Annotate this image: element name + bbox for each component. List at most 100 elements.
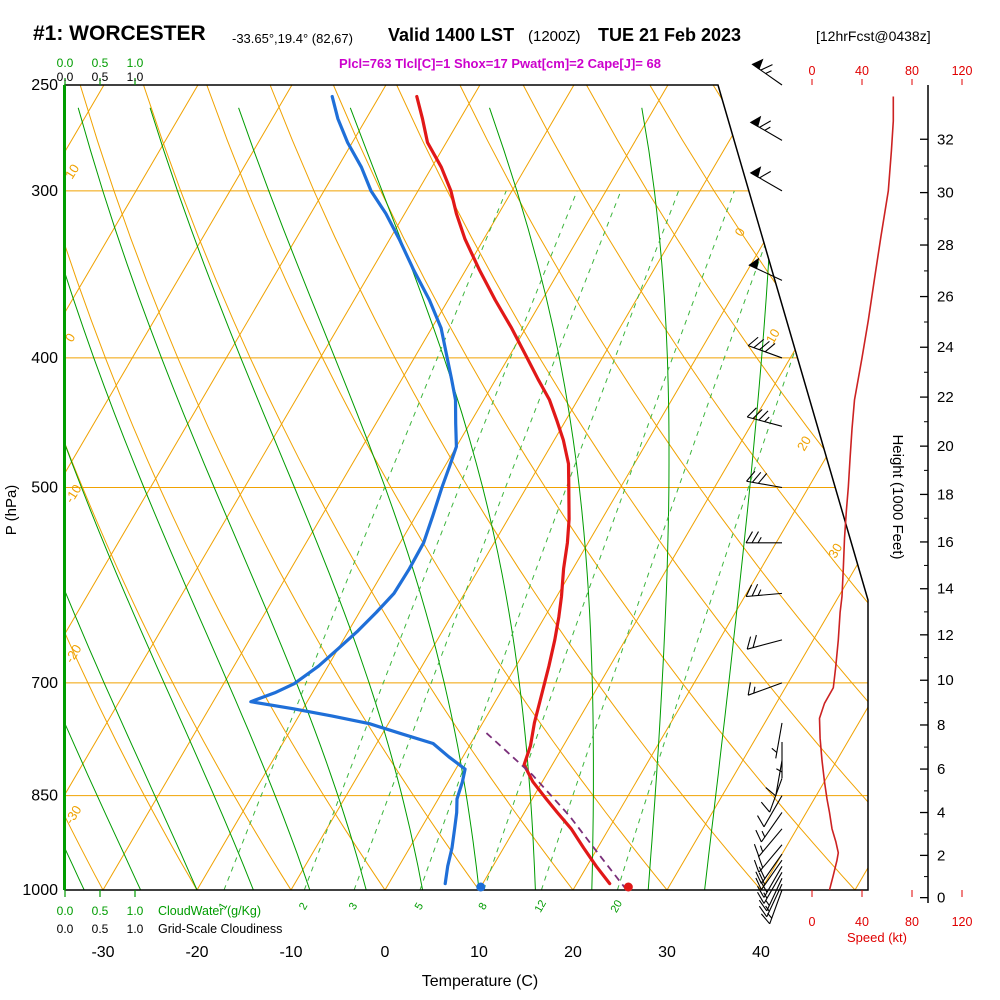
isotherm-line xyxy=(102,85,575,890)
dry-adiabat-line xyxy=(586,85,868,890)
svg-text:28: 28 xyxy=(937,237,954,254)
dry-adiabat-line xyxy=(396,85,868,890)
cloudiness-scale: 0.0 0.0 0.5 0.5 1.0 1.0 Grid-Scale Cloudiness xyxy=(57,70,283,936)
svg-text:40: 40 xyxy=(855,915,869,929)
wind-barb xyxy=(746,634,783,650)
isotherm-line xyxy=(290,85,763,890)
svg-text:20: 20 xyxy=(609,898,626,915)
svg-text:500: 500 xyxy=(31,480,58,497)
svg-text:0.0: 0.0 xyxy=(57,56,74,70)
svg-text:Temperature (C): Temperature (C) xyxy=(422,973,538,990)
isotherm-line xyxy=(65,85,481,890)
svg-text:0.5: 0.5 xyxy=(92,904,109,918)
svg-text:0.0: 0.0 xyxy=(57,904,74,918)
speed-profile xyxy=(818,96,895,891)
svg-text:12: 12 xyxy=(533,898,550,915)
mixing-ratio-line xyxy=(223,190,507,890)
mixing-ratio-line xyxy=(353,190,622,890)
dry-adiabat-line xyxy=(65,85,119,890)
isotherm-line xyxy=(760,85,868,890)
svg-text:40: 40 xyxy=(855,64,869,78)
moist-adiabat-line xyxy=(149,107,424,890)
isotherm-labels: 0 10 20 30 xyxy=(731,225,845,561)
mixing-ratio-line xyxy=(419,190,680,890)
cloudwater-axis xyxy=(63,78,136,897)
svg-text:14: 14 xyxy=(937,581,954,598)
moist-adiabat-line xyxy=(238,107,480,890)
svg-text:0.0: 0.0 xyxy=(57,70,74,84)
svg-text:0: 0 xyxy=(731,225,748,239)
svg-text:22: 22 xyxy=(937,389,954,406)
svg-text:8: 8 xyxy=(937,717,945,734)
svg-text:20: 20 xyxy=(937,438,954,455)
wind-barb xyxy=(748,257,783,281)
dry-adiabat-line xyxy=(206,85,691,890)
svg-text:1: 1 xyxy=(217,901,230,912)
dry-adiabat-line xyxy=(143,85,596,890)
temperature-curve xyxy=(415,94,612,886)
wind-barb xyxy=(757,795,783,828)
wind-barb xyxy=(753,844,783,873)
svg-text:10: 10 xyxy=(470,944,488,961)
svg-text:6: 6 xyxy=(937,761,945,778)
svg-text:16: 16 xyxy=(937,534,954,551)
svg-text:30: 30 xyxy=(658,944,676,961)
moist-adiabat-line xyxy=(641,107,670,890)
dry-adiabat-line xyxy=(459,85,868,890)
svg-text:-10: -10 xyxy=(279,944,302,961)
svg-text:80: 80 xyxy=(905,64,919,78)
mixing-ratio-line xyxy=(540,190,785,890)
valid-time: Valid 1400 LST xyxy=(388,25,515,45)
mixing-ratio-line xyxy=(483,190,735,890)
dry-adiabat-line xyxy=(839,85,868,890)
svg-text:250: 250 xyxy=(31,77,58,94)
cloudwater-scale: 0.00.00.50.51.01.0 CloudWater (g/Kg) xyxy=(57,56,261,918)
svg-text:120: 120 xyxy=(952,64,973,78)
parcel-path xyxy=(485,732,628,891)
wind-barb xyxy=(753,828,783,857)
isotherm-line xyxy=(65,85,199,890)
svg-text:0: 0 xyxy=(381,944,390,961)
svg-text:40: 40 xyxy=(752,944,770,961)
svg-text:850: 850 xyxy=(31,788,58,805)
skewt-grid xyxy=(65,85,868,890)
surface-dewpoint-dot xyxy=(476,882,486,892)
station-location: -33.65°,19.4° (82,67) xyxy=(232,31,353,46)
svg-text:0: 0 xyxy=(937,890,945,907)
moist-adiabat-line xyxy=(65,107,142,890)
svg-text:10: 10 xyxy=(937,672,954,689)
wind-barb xyxy=(776,741,783,778)
dry-adiabat-line xyxy=(65,85,215,890)
dewpoint-curve xyxy=(249,94,467,886)
dry-adiabat-line xyxy=(65,85,310,890)
wind-barb xyxy=(755,812,783,843)
svg-text:32: 32 xyxy=(937,131,954,148)
wind-barb-column xyxy=(745,58,783,925)
svg-text:-30: -30 xyxy=(91,944,114,961)
moist-adiabat-line xyxy=(489,107,594,890)
wind-barb xyxy=(745,583,783,598)
svg-text:0.5: 0.5 xyxy=(92,56,109,70)
svg-text:1.0: 1.0 xyxy=(127,56,144,70)
svg-text:Grid-Scale Cloudiness: Grid-Scale Cloudiness xyxy=(158,922,282,936)
dry-adiabat-line xyxy=(269,85,787,890)
forecast-tag: [12hrFcst@0438z] xyxy=(816,28,931,44)
svg-text:4: 4 xyxy=(937,805,945,822)
station-title: #1: WORCESTER xyxy=(33,22,206,45)
isotherm-line xyxy=(478,85,868,890)
wind-barb xyxy=(747,336,783,359)
temperature-axis-labels: -30 -20 -10 0 10 20 30 40 Temperature (C) xyxy=(91,944,770,990)
dry-adiabat-line xyxy=(332,85,868,890)
wind-barb xyxy=(771,722,783,759)
svg-text:P (hPa): P (hPa) xyxy=(3,485,20,536)
isotherm-line xyxy=(196,85,669,890)
svg-text:0.5: 0.5 xyxy=(92,70,109,84)
svg-text:18: 18 xyxy=(937,486,954,503)
wind-barb xyxy=(765,760,783,797)
mixing-ratio-labels: 1 2 3 5 8 12 20 xyxy=(217,898,625,915)
svg-text:20: 20 xyxy=(794,433,814,453)
svg-text:1.0: 1.0 xyxy=(127,922,144,936)
